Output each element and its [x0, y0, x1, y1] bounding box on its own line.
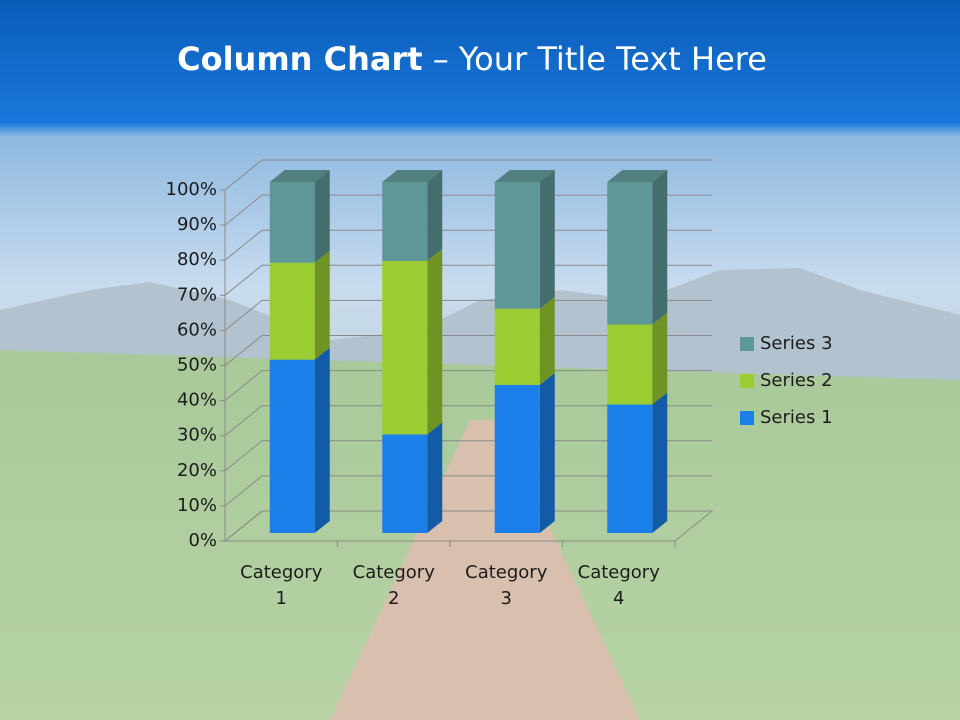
bar — [494, 182, 540, 309]
bar — [382, 434, 428, 533]
grid-line — [224, 229, 712, 261]
grid-line — [224, 510, 712, 542]
bar — [382, 260, 428, 435]
y-tick-label: 0% — [188, 530, 217, 551]
bar-side — [539, 296, 555, 385]
y-tick-label: 20% — [177, 460, 217, 481]
bar — [494, 384, 540, 533]
bar-top — [607, 170, 668, 182]
grid-line — [224, 370, 712, 401]
x-tick-label: Category 3 — [465, 562, 548, 609]
bar — [607, 404, 653, 533]
bar-side — [539, 170, 555, 309]
legend-swatch — [740, 374, 754, 388]
grid-line — [224, 405, 712, 437]
x-tick-label: Category 1 — [240, 562, 323, 609]
y-tick-label: 70% — [177, 284, 217, 305]
legend-label: Series 3 — [760, 333, 833, 354]
y-tick-label: 90% — [177, 214, 217, 235]
bar — [607, 182, 653, 325]
bar-top — [382, 170, 443, 182]
bar — [269, 359, 315, 533]
y-tick-label: 60% — [177, 319, 217, 340]
bar — [269, 262, 315, 360]
bar-side — [652, 170, 668, 325]
grid-line — [224, 335, 712, 366]
bar — [494, 308, 540, 385]
grid-line — [224, 194, 712, 226]
bar-side — [314, 347, 330, 533]
bar-side — [427, 170, 443, 261]
y-tick-label: 10% — [177, 495, 217, 516]
bar-side — [427, 248, 443, 435]
legend-label: Series 2 — [760, 370, 833, 391]
y-tick-label: 30% — [177, 425, 217, 446]
legend-swatch — [740, 337, 754, 351]
grid-line — [224, 475, 712, 507]
bar — [269, 182, 315, 263]
bar-side — [652, 392, 668, 533]
bar-top — [494, 170, 555, 182]
grid-line — [224, 440, 712, 472]
title: Column Chart – Your Title Text Here — [0, 40, 944, 78]
title-bold: Column Chart — [177, 40, 423, 78]
x-tick-label: Category 4 — [577, 562, 660, 609]
grid-line — [224, 159, 712, 191]
bar-top — [269, 170, 330, 182]
legend-label: Series 1 — [760, 407, 833, 428]
y-tick-label: 40% — [177, 390, 217, 411]
path — [330, 420, 640, 720]
title-rest: – Your Title Text Here — [432, 40, 767, 78]
bar-side — [652, 312, 668, 405]
bar-side — [314, 170, 330, 263]
grid-line — [224, 299, 712, 331]
y-tick-label: 100% — [166, 179, 217, 200]
x-tick-label: Category 2 — [352, 562, 435, 609]
legend-swatch — [740, 411, 754, 425]
bar-side — [427, 422, 443, 533]
bar — [382, 182, 428, 261]
bar-side — [314, 250, 330, 360]
grid-line — [224, 264, 712, 296]
y-tick-label: 50% — [177, 355, 217, 376]
bar — [607, 324, 653, 405]
bar-side — [539, 372, 555, 533]
y-tick-label: 80% — [177, 249, 217, 270]
